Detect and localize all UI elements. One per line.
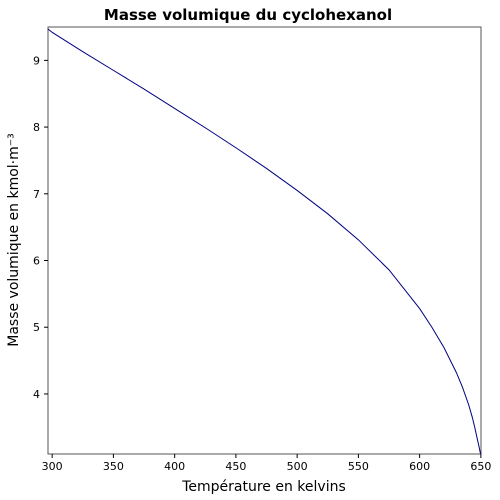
- y-tick-label: 8: [33, 121, 40, 134]
- x-tick-label: 400: [164, 460, 185, 473]
- y-tick-label: 5: [33, 321, 40, 334]
- x-tick-label: 550: [348, 460, 369, 473]
- x-axis: 300 350 400 450 500 550 600 650: [42, 454, 491, 473]
- y-tick-label: 4: [33, 388, 40, 401]
- x-tick-label: 450: [225, 460, 246, 473]
- plot-area: 300 350 400 450 500 550 600 650 4 5 6 7 8 9: [33, 26, 491, 473]
- x-tick-label: 350: [103, 460, 124, 473]
- chart-title: Masse volumique du cyclohexanol: [104, 6, 392, 24]
- x-tick-label: 300: [42, 460, 63, 473]
- x-tick-label: 650: [470, 460, 491, 473]
- x-tick-label: 500: [287, 460, 308, 473]
- y-tick-label: 6: [33, 255, 40, 268]
- x-tick-label: 600: [409, 460, 430, 473]
- y-tick-label: 7: [33, 188, 40, 201]
- y-axis-label: Masse volumique en kmol·m⁻³: [6, 133, 22, 347]
- y-tick-label: 9: [33, 54, 40, 67]
- plot-frame: [47, 26, 482, 455]
- density-curve: [47, 28, 482, 455]
- x-axis-label: Température en kelvins: [181, 479, 346, 495]
- y-axis: 4 5 6 7 8 9: [33, 54, 48, 401]
